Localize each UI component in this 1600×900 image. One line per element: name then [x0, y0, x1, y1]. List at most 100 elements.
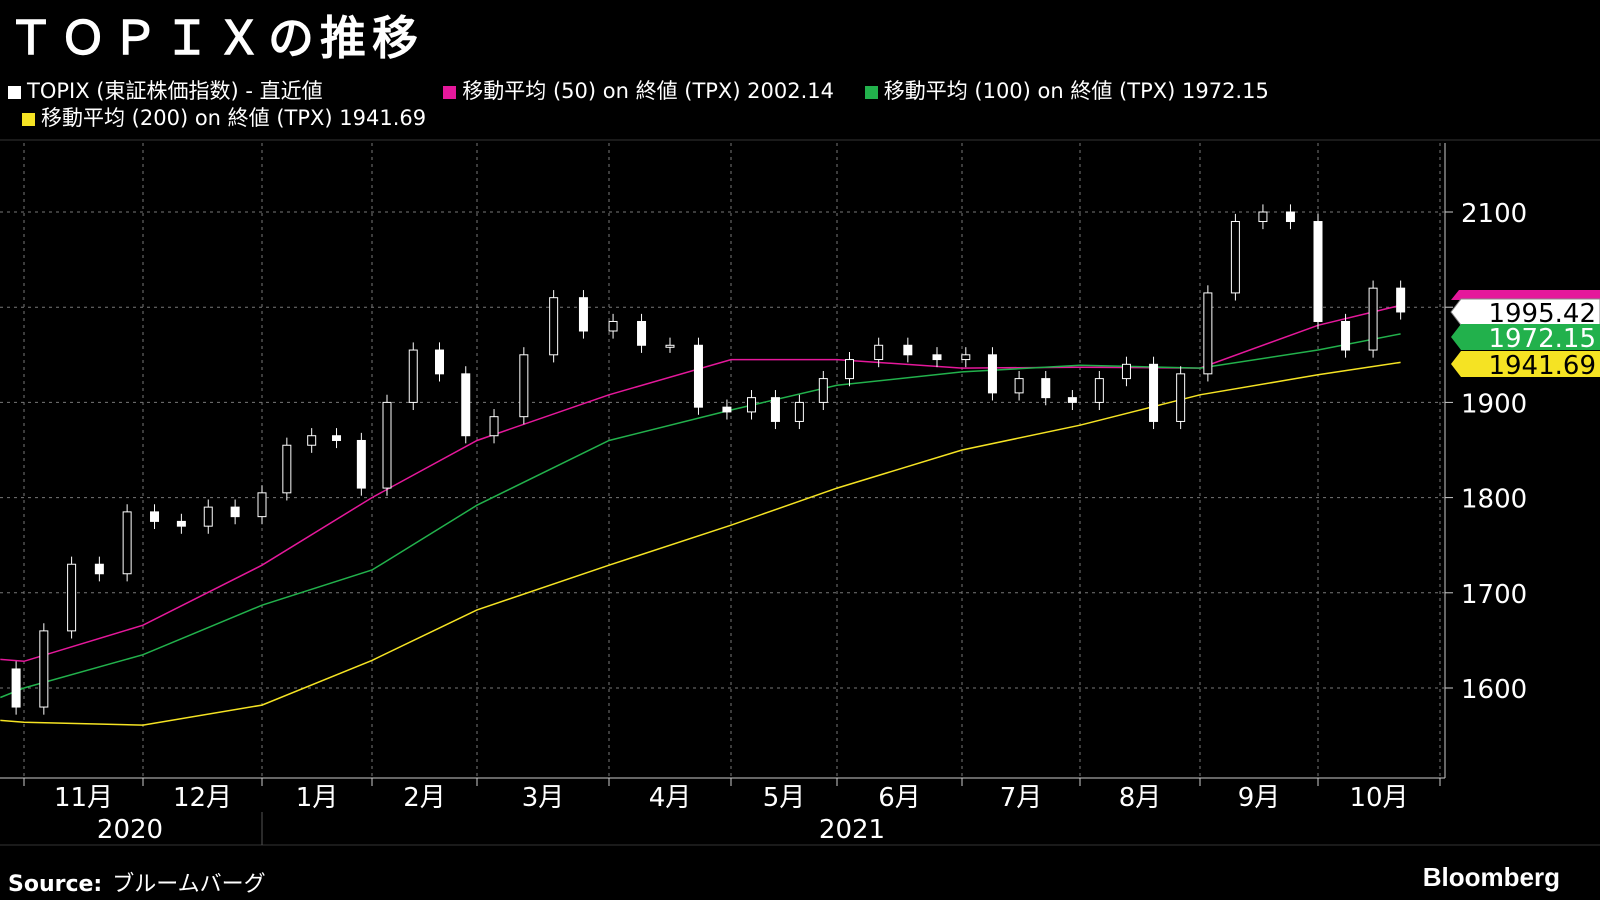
candle-body: [282, 444, 292, 494]
candle: [435, 342, 444, 382]
y-tick-label: 1700: [1461, 580, 1527, 610]
candle: [94, 556, 104, 582]
candle: [1014, 370, 1024, 401]
tag-text: 1972.15: [1488, 324, 1596, 354]
candle-body: [408, 349, 418, 403]
candle: [845, 351, 854, 387]
x-tick-label: 7月: [1000, 783, 1043, 813]
tag-shape: [1451, 324, 1600, 350]
chart-title: ＴＯＰＩＸの推移: [8, 11, 424, 65]
candle: [461, 366, 471, 444]
candle-body: [1396, 287, 1406, 313]
candle-body: [818, 378, 828, 403]
candle-body: [122, 511, 132, 575]
candle-body: [874, 344, 884, 361]
candle-body: [461, 373, 471, 437]
candle: [11, 661, 21, 715]
candle: [307, 428, 317, 453]
last-value-tag: 1941.69: [1451, 351, 1600, 381]
candle-body: [637, 320, 647, 346]
tag-shape: [1450, 298, 1600, 326]
candle-body: [257, 492, 267, 518]
candle-body: [150, 511, 160, 522]
candle: [203, 499, 213, 534]
candle-body: [203, 506, 213, 527]
candle: [176, 513, 186, 534]
candle-body: [489, 416, 499, 437]
candle-body: [1094, 378, 1104, 403]
candle: [257, 485, 267, 525]
candle: [637, 313, 647, 353]
candle: [1067, 390, 1077, 411]
year-label: 2021: [819, 815, 885, 845]
legend-item-ma200: 移動平均 (200) on 終値 (TPX) 1941.69: [22, 105, 426, 132]
legend-swatch: [864, 85, 878, 99]
candle: [519, 347, 529, 425]
candle: [903, 337, 913, 363]
candle-body: [230, 506, 240, 518]
candle: [1149, 356, 1159, 430]
candle-body: [307, 435, 317, 446]
candle-body: [578, 297, 588, 332]
candle-body: [747, 397, 757, 413]
candle: [987, 347, 997, 401]
legend-label: 移動平均 (200) on 終値 (TPX) 1941.69: [41, 106, 427, 130]
year-label: 2020: [97, 815, 163, 845]
candle: [408, 342, 418, 411]
candle-body: [903, 344, 913, 356]
source-value: ブルームバーグ: [112, 872, 266, 897]
candle-body: [1285, 211, 1295, 223]
candle-body: [1121, 363, 1131, 380]
candle-body: [1067, 397, 1077, 403]
candle: [1176, 366, 1186, 430]
candle-body: [1341, 320, 1351, 351]
candle: [1313, 213, 1323, 330]
legend-swatch: [22, 112, 35, 126]
legend-swatch: [443, 85, 457, 99]
legend-item-topix: TOPIX (東証株価指数) - 直近値: [8, 78, 323, 105]
ma-line: [0, 333, 1401, 699]
candle-body: [987, 354, 997, 394]
candle-body: [1176, 373, 1186, 422]
candle: [1230, 213, 1240, 301]
candle: [1203, 285, 1213, 382]
candle-body: [794, 401, 804, 422]
x-tick-label: 8月: [1119, 783, 1162, 813]
source-note: Source: ブルームバーグ: [8, 866, 266, 898]
x-tick-label: 10月: [1349, 783, 1408, 813]
candle: [122, 504, 132, 582]
candle-body: [1258, 211, 1268, 223]
legend-label: 移動平均 (50) on 終値 (TPX) 2002.14: [462, 79, 835, 103]
candle: [356, 432, 366, 496]
candle-body: [332, 435, 342, 441]
candle: [665, 337, 675, 353]
y-tick-label: 1900: [1461, 389, 1527, 419]
candle: [230, 499, 240, 525]
x-tick-label: 1月: [296, 783, 339, 813]
x-tick-label: 11月: [54, 783, 113, 813]
legend-label: TOPIX (東証株価指数) - 直近値: [27, 79, 323, 103]
x-tick-label: 4月: [649, 783, 692, 813]
candle: [578, 290, 588, 339]
y-tick-label: 2100: [1461, 199, 1527, 229]
candle: [932, 347, 942, 368]
ma50-tag: [1451, 290, 1600, 300]
candle-body: [382, 401, 392, 489]
candle-body: [11, 668, 21, 708]
candle: [722, 399, 732, 420]
candle: [608, 313, 618, 339]
legend-item-ma100: 移動平均 (100) on 終値 (TPX) 1972.15: [864, 78, 1269, 105]
tag-shape: [1451, 351, 1600, 377]
source-label: Source:: [8, 872, 103, 897]
candle-body: [435, 349, 444, 375]
legend-item-ma50: 移動平均 (50) on 終値 (TPX) 2002.14: [443, 78, 834, 105]
candle-body: [1014, 378, 1024, 394]
candle-body: [1149, 363, 1159, 422]
candle-body: [932, 354, 942, 361]
y-tick-label: 1600: [1461, 675, 1527, 705]
legend-swatch: [8, 85, 21, 99]
candle: [874, 337, 884, 368]
ma-line: [0, 361, 1401, 726]
x-tick-label: 5月: [763, 783, 806, 813]
